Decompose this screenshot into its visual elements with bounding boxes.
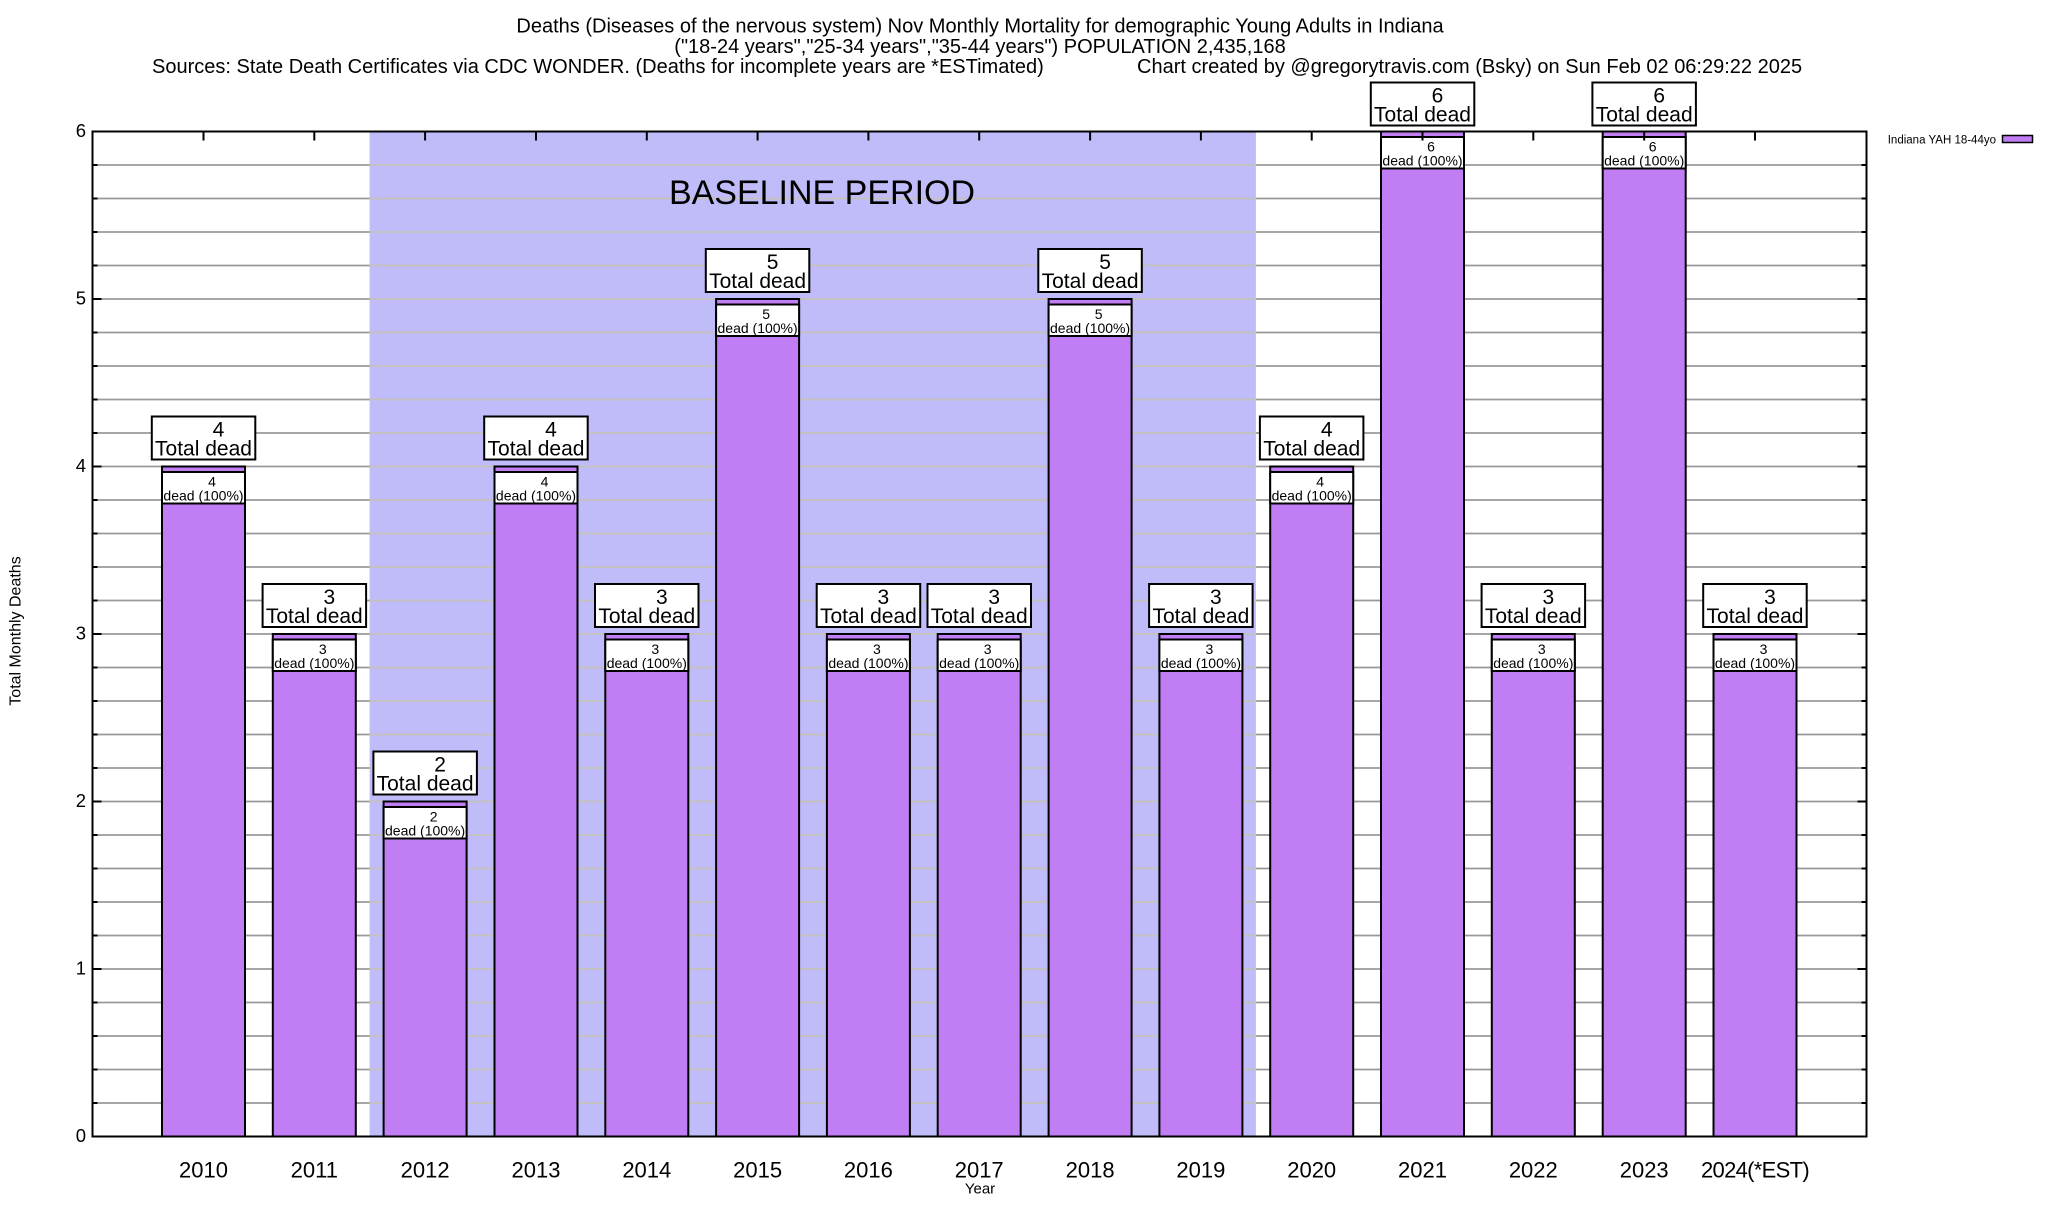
svg-text:4: 4 <box>541 474 549 490</box>
svg-text:Total dead: Total dead <box>931 605 1028 628</box>
svg-text:dead (100%): dead (100%) <box>274 655 354 671</box>
svg-text:dead (100%): dead (100%) <box>1493 655 1573 671</box>
svg-text:3: 3 <box>1542 586 1554 609</box>
svg-text:2017: 2017 <box>955 1158 1004 1183</box>
svg-text:2010: 2010 <box>179 1158 228 1183</box>
svg-text:2016: 2016 <box>844 1158 893 1183</box>
svg-text:Year: Year <box>965 1181 995 1198</box>
svg-text:4: 4 <box>1321 419 1333 442</box>
svg-text:2018: 2018 <box>1066 1158 1115 1183</box>
svg-text:dead (100%): dead (100%) <box>607 655 687 671</box>
svg-text:3: 3 <box>878 586 890 609</box>
svg-text:Chart created by @gregorytravi: Chart created by @gregorytravis.com (Bsk… <box>1137 56 1802 78</box>
svg-text:dead (100%): dead (100%) <box>1382 152 1462 168</box>
svg-text:dead (100%): dead (100%) <box>828 655 908 671</box>
svg-text:4: 4 <box>1316 474 1324 490</box>
svg-text:dead (100%): dead (100%) <box>496 487 576 503</box>
svg-text:4: 4 <box>76 455 86 476</box>
svg-text:2: 2 <box>76 790 86 811</box>
svg-text:dead (100%): dead (100%) <box>1161 655 1241 671</box>
svg-text:dead (100%): dead (100%) <box>1272 487 1352 503</box>
svg-text:2021: 2021 <box>1398 1158 1447 1183</box>
svg-text:2020: 2020 <box>1287 1158 1336 1183</box>
svg-text:2019: 2019 <box>1176 1158 1225 1183</box>
svg-text:0: 0 <box>76 1125 86 1146</box>
svg-text:3: 3 <box>656 586 668 609</box>
svg-text:3: 3 <box>1206 641 1214 657</box>
svg-text:3: 3 <box>1538 641 1546 657</box>
svg-text:Deaths (Diseases of the nervou: Deaths (Diseases of the nervous system) … <box>516 16 1444 38</box>
svg-text:3: 3 <box>319 641 327 657</box>
svg-text:Total dead: Total dead <box>266 605 363 628</box>
svg-text:2: 2 <box>434 754 446 777</box>
svg-text:6: 6 <box>1427 139 1435 155</box>
svg-text:3: 3 <box>1210 586 1222 609</box>
svg-text:3: 3 <box>984 641 992 657</box>
svg-text:dead (100%): dead (100%) <box>718 320 798 336</box>
svg-text:5: 5 <box>1095 306 1103 322</box>
svg-text:6: 6 <box>1653 85 1665 108</box>
svg-text:Total dead: Total dead <box>488 438 585 461</box>
svg-text:Total dead: Total dead <box>1042 270 1139 293</box>
svg-text:3: 3 <box>873 641 881 657</box>
svg-text:3: 3 <box>1764 586 1776 609</box>
svg-text:Total dead: Total dead <box>1263 438 1360 461</box>
svg-text:2022: 2022 <box>1509 1158 1558 1183</box>
svg-text:2012: 2012 <box>401 1158 450 1183</box>
svg-text:Total dead: Total dead <box>1152 605 1249 628</box>
svg-text:dead (100%): dead (100%) <box>385 822 465 838</box>
svg-text:Total dead: Total dead <box>1707 605 1804 628</box>
svg-text:Total dead: Total dead <box>377 773 474 796</box>
svg-text:5: 5 <box>767 251 779 274</box>
svg-text:Total dead: Total dead <box>1596 104 1693 127</box>
svg-text:Total Monthly Deaths: Total Monthly Deaths <box>8 556 25 705</box>
svg-text:4: 4 <box>208 474 216 490</box>
svg-text:Total dead: Total dead <box>598 605 695 628</box>
svg-text:Sources: State Death Certifica: Sources: State Death Certificates via CD… <box>152 56 1044 78</box>
svg-text:2024(*EST): 2024(*EST) <box>1701 1158 1809 1183</box>
svg-text:2013: 2013 <box>512 1158 561 1183</box>
svg-text:dead (100%): dead (100%) <box>1715 655 1795 671</box>
svg-text:dead (100%): dead (100%) <box>163 487 243 503</box>
svg-text:4: 4 <box>545 419 557 442</box>
svg-text:2011: 2011 <box>291 1158 338 1183</box>
svg-text:Total dead: Total dead <box>1485 605 1582 628</box>
svg-text:2023: 2023 <box>1620 1158 1669 1183</box>
svg-text:5: 5 <box>1099 251 1111 274</box>
svg-text:3: 3 <box>1760 641 1768 657</box>
svg-text:6: 6 <box>76 120 86 141</box>
svg-text:3: 3 <box>323 586 335 609</box>
svg-text:dead (100%): dead (100%) <box>1604 152 1684 168</box>
svg-text:5: 5 <box>76 288 86 309</box>
svg-text:2014: 2014 <box>622 1158 671 1183</box>
svg-text:6: 6 <box>1432 85 1444 108</box>
svg-text:4: 4 <box>213 419 225 442</box>
svg-text:6: 6 <box>1649 139 1657 155</box>
svg-text:3: 3 <box>651 641 659 657</box>
svg-text:2015: 2015 <box>733 1158 782 1183</box>
svg-text:BASELINE PERIOD: BASELINE PERIOD <box>669 174 975 212</box>
svg-text:1: 1 <box>76 958 86 979</box>
svg-text:Total dead: Total dead <box>820 605 917 628</box>
svg-text:3: 3 <box>988 586 1000 609</box>
svg-text:dead (100%): dead (100%) <box>939 655 1019 671</box>
svg-text:dead (100%): dead (100%) <box>1050 320 1130 336</box>
svg-text:Indiana YAH 18-44yo: Indiana YAH 18-44yo <box>1888 135 1996 147</box>
svg-text:2: 2 <box>430 809 438 825</box>
svg-text:Total dead: Total dead <box>1374 104 1471 127</box>
svg-text:("18-24 years","25-34 years",": ("18-24 years","25-34 years","35-44 year… <box>674 36 1285 58</box>
svg-text:5: 5 <box>762 306 770 322</box>
svg-text:Total dead: Total dead <box>155 438 252 461</box>
svg-text:Total dead: Total dead <box>709 270 806 293</box>
svg-text:3: 3 <box>76 623 86 644</box>
